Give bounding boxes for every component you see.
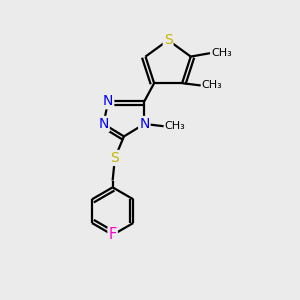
Text: N: N [103, 94, 113, 108]
Text: CH₃: CH₃ [211, 48, 232, 58]
Text: CH₃: CH₃ [165, 121, 185, 131]
Text: N: N [139, 117, 149, 131]
Text: F: F [109, 227, 117, 242]
Text: CH₃: CH₃ [202, 80, 223, 90]
Text: S: S [110, 151, 119, 165]
Text: S: S [164, 33, 172, 47]
Text: N: N [98, 117, 109, 131]
